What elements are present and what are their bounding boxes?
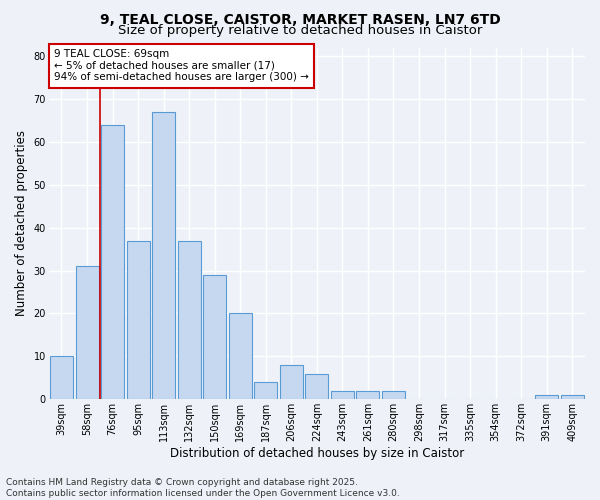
Bar	[101, 124, 124, 400]
Y-axis label: Number of detached properties: Number of detached properties	[15, 130, 28, 316]
Bar	[254, 382, 277, 400]
Text: Contains HM Land Registry data © Crown copyright and database right 2025.
Contai: Contains HM Land Registry data © Crown c…	[6, 478, 400, 498]
Bar	[382, 390, 405, 400]
Bar	[152, 112, 175, 400]
Bar	[561, 395, 584, 400]
Bar	[76, 266, 98, 400]
Bar	[50, 356, 73, 400]
Text: Size of property relative to detached houses in Caistor: Size of property relative to detached ho…	[118, 24, 482, 37]
Bar	[305, 374, 328, 400]
Bar	[203, 275, 226, 400]
Bar	[127, 240, 149, 400]
Text: 9 TEAL CLOSE: 69sqm
← 5% of detached houses are smaller (17)
94% of semi-detache: 9 TEAL CLOSE: 69sqm ← 5% of detached hou…	[54, 50, 309, 82]
Bar	[178, 240, 200, 400]
Bar	[331, 390, 354, 400]
Bar	[229, 314, 252, 400]
Bar	[280, 365, 303, 400]
Bar	[535, 395, 558, 400]
Text: 9, TEAL CLOSE, CAISTOR, MARKET RASEN, LN7 6TD: 9, TEAL CLOSE, CAISTOR, MARKET RASEN, LN…	[100, 12, 500, 26]
Bar	[356, 390, 379, 400]
X-axis label: Distribution of detached houses by size in Caistor: Distribution of detached houses by size …	[170, 447, 464, 460]
